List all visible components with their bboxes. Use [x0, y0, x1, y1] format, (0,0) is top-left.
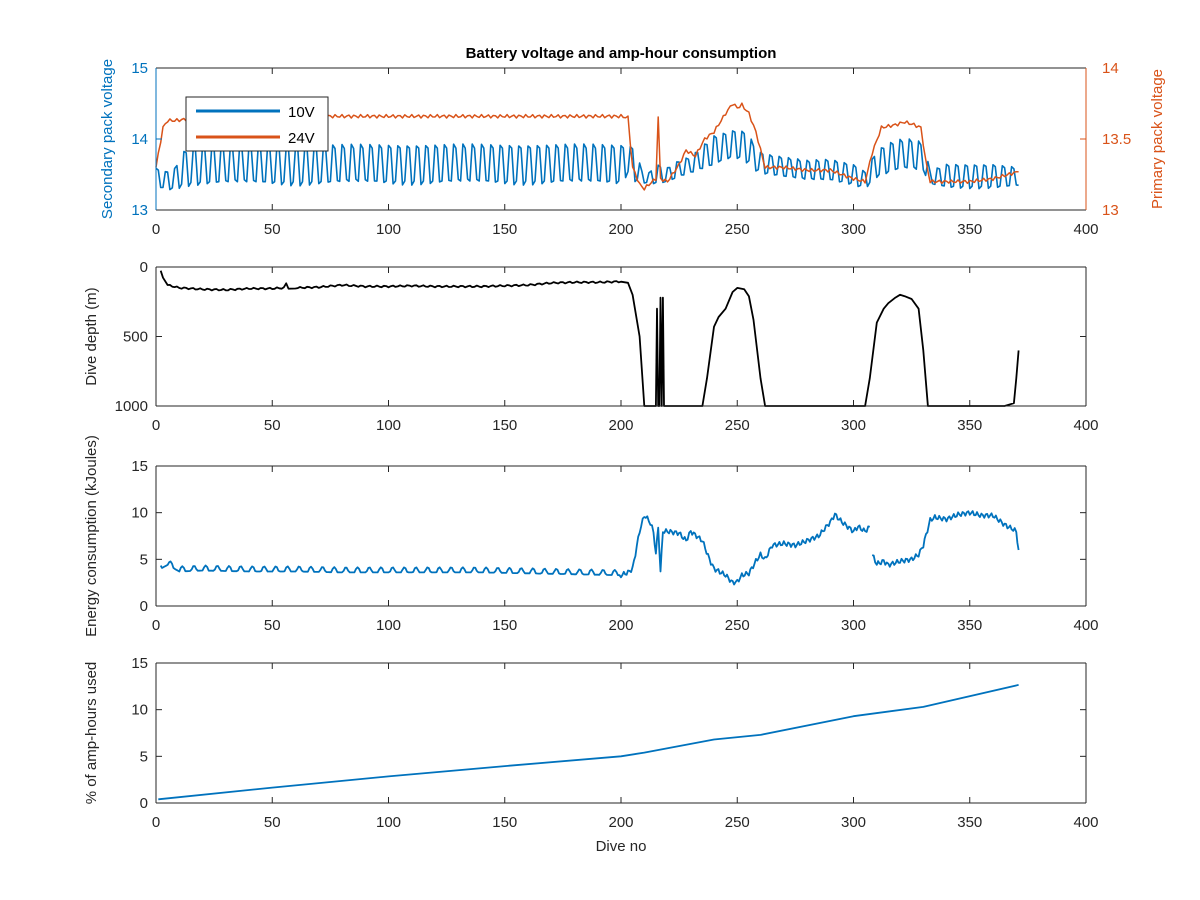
energy-y-tick-label: 15 — [131, 458, 148, 475]
amphours-x-tick-label: 250 — [725, 814, 750, 831]
voltage-y-tick-label: 13 — [131, 202, 148, 219]
depth-x-tick-label: 50 — [264, 417, 281, 434]
depth-x-tick-label: 300 — [841, 417, 866, 434]
voltage-right-axis-label: Primary pack voltage — [1149, 69, 1166, 209]
depth-y-tick-label: 1000 — [115, 398, 148, 415]
depth-x-tick-label: 400 — [1073, 417, 1098, 434]
energy-x-tick-label: 400 — [1073, 617, 1098, 634]
amphours-y-tick-label: 15 — [131, 655, 148, 672]
series-line-10v — [155, 130, 1019, 191]
voltage-x-tick-label: 200 — [608, 221, 633, 238]
voltage-x-tick-label: 150 — [492, 221, 517, 238]
amphours-x-tick-label: 300 — [841, 814, 866, 831]
legend-box — [185, 96, 329, 152]
voltage-x-tick-label: 400 — [1073, 221, 1098, 238]
energy-x-tick-label: 0 — [152, 617, 160, 634]
energy-x-tick-label: 350 — [957, 617, 982, 634]
depth-x-tick-label: 250 — [725, 417, 750, 434]
energy-y-tick-label: 5 — [140, 551, 148, 568]
panel-energy: 0 50 100 150 200 250 300 350 400 0 5 10 15 Energy con… — [83, 435, 1099, 637]
depth-x-tick-label: 0 — [152, 417, 160, 434]
energy-y-axis-label: Energy consumption (kJoules) — [83, 435, 100, 637]
energy-x-tick-label: 300 — [841, 617, 866, 634]
energy-x-tick-label: 150 — [492, 617, 517, 634]
voltage-y-tick-label-right: 13 — [1102, 202, 1119, 219]
energy-x-tick-label: 250 — [725, 617, 750, 634]
voltage-y-tick-label: 14 — [131, 131, 148, 148]
voltage-x-tick-label: 250 — [725, 221, 750, 238]
depth-x-tick-label: 350 — [957, 417, 982, 434]
amphours-plot-area — [156, 663, 1086, 803]
energy-y-tick-label: 0 — [140, 598, 148, 615]
panel-depth: 0 50 100 150 200 250 300 350 400 0 500 1000 Dive dep… — [83, 259, 1099, 434]
depth-x-tick-label: 100 — [376, 417, 401, 434]
amphours-x-tick-label: 200 — [608, 814, 633, 831]
voltage-x-tick-label: 300 — [841, 221, 866, 238]
amphours-x-tick-label: 100 — [376, 814, 401, 831]
energy-plot-area — [156, 466, 1086, 606]
voltage-x-tick-label: 350 — [957, 221, 982, 238]
panel-amphours: 0 50 100 150 200 250 300 350 400 0 5 10 15 % of amp-h… — [83, 655, 1099, 855]
voltage-y-tick-label-right: 14 — [1102, 60, 1119, 77]
amphours-x-tick-label: 400 — [1073, 814, 1098, 831]
energy-series-line-segment-2 — [871, 510, 1020, 568]
energy-x-tick-label: 100 — [376, 617, 401, 634]
depth-x-tick-label: 200 — [608, 417, 633, 434]
depth-y-tick-label: 0 — [140, 259, 148, 276]
energy-x-tick-label: 200 — [608, 617, 633, 634]
voltage-x-tick-label: 100 — [376, 221, 401, 238]
depth-y-tick-label: 500 — [123, 329, 148, 346]
energy-x-tick-label: 50 — [264, 617, 281, 634]
depth-x-tick-label: 150 — [492, 417, 517, 434]
depth-y-axis-label: Dive depth (m) — [83, 287, 100, 385]
amphours-x-tick-label: 150 — [492, 814, 517, 831]
voltage-x-tick-label: 50 — [264, 221, 281, 238]
amphours-y-tick-label: 10 — [131, 702, 148, 719]
amphours-y-tick-label: 0 — [140, 795, 148, 812]
voltage-x-tick-label: 0 — [152, 221, 160, 238]
amphours-x-tick-label: 350 — [957, 814, 982, 831]
figure-title: Battery voltage and amp-hour consumption — [466, 45, 777, 62]
depth-plot-area — [156, 267, 1086, 406]
legend-label-10v: 10V — [288, 104, 315, 121]
legend-label-24v: 24V — [288, 130, 315, 147]
amphours-y-axis-label: % of amp-hours used — [83, 662, 100, 805]
amphours-y-tick-label: 5 — [140, 748, 148, 765]
voltage-y-tick-label: 15 — [131, 60, 148, 77]
legend: 10V 24V — [185, 96, 329, 152]
energy-y-tick-label: 10 — [131, 505, 148, 522]
amphours-x-tick-label: 50 — [264, 814, 281, 831]
amphours-series-line — [158, 684, 1019, 801]
voltage-y-tick-label-right: 13.5 — [1102, 131, 1131, 148]
amphours-x-tick-label: 0 — [152, 814, 160, 831]
x-axis-label: Dive no — [596, 838, 647, 855]
voltage-left-axis-label: Secondary pack voltage — [99, 59, 116, 219]
energy-series-line-segment-1 — [159, 512, 870, 586]
